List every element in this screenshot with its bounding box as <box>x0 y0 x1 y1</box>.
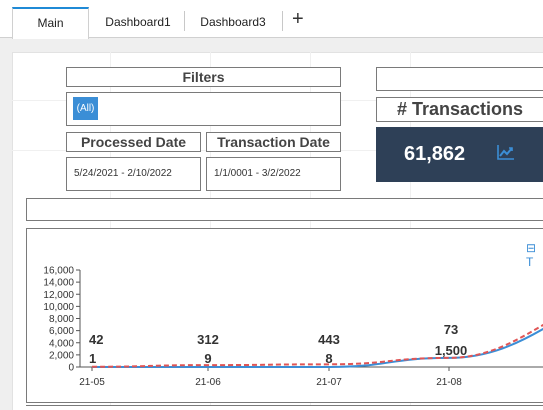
transaction-date-field[interactable]: 1/1/0001 - 3/2/2022 <box>206 157 341 191</box>
tab-separator <box>184 11 185 31</box>
kpi-title: # Transactions <box>396 99 524 119</box>
kpi-blank-header <box>376 67 543 91</box>
filter-all-chip[interactable]: (All) <box>73 97 98 120</box>
processed-date-value: 5/24/2021 - 2/10/2022 <box>74 168 172 179</box>
filters-title: Filters <box>182 69 225 85</box>
filters-header: Filters <box>66 67 341 87</box>
transaction-date-title: Transaction Date <box>217 134 330 150</box>
filters-panel <box>66 92 341 126</box>
transactions-count: 61,862 <box>404 143 466 165</box>
tab-bar: Main Dashboard1 Dashboard3 + <box>0 0 543 39</box>
trend-chart-icon[interactable] <box>496 143 516 161</box>
tab-dashboard3[interactable]: Dashboard3 <box>200 15 266 29</box>
transaction-date-value: 1/1/0001 - 3/2/2022 <box>214 168 301 179</box>
processed-date-header: Processed Date <box>66 132 201 152</box>
next-panel-edge <box>26 405 543 410</box>
transaction-date-header: Transaction Date <box>206 132 341 152</box>
kpi-header: # Transactions <box>376 97 543 122</box>
legend-toggle-button[interactable]: ⊟ T <box>526 241 537 269</box>
chart-title-bar <box>26 198 543 221</box>
add-tab-button[interactable]: + <box>292 8 304 30</box>
processed-date-field[interactable]: 5/24/2021 - 2/10/2022 <box>66 157 201 191</box>
transactions-kpi-card[interactable]: 61,862 <box>376 127 543 182</box>
tab-dashboard1[interactable]: Dashboard1 <box>105 15 171 29</box>
processed-date-title: Processed Date <box>80 134 187 150</box>
tab-separator <box>282 11 283 31</box>
transactions-chart-frame <box>26 228 543 403</box>
tab-main[interactable]: Main <box>12 7 89 39</box>
